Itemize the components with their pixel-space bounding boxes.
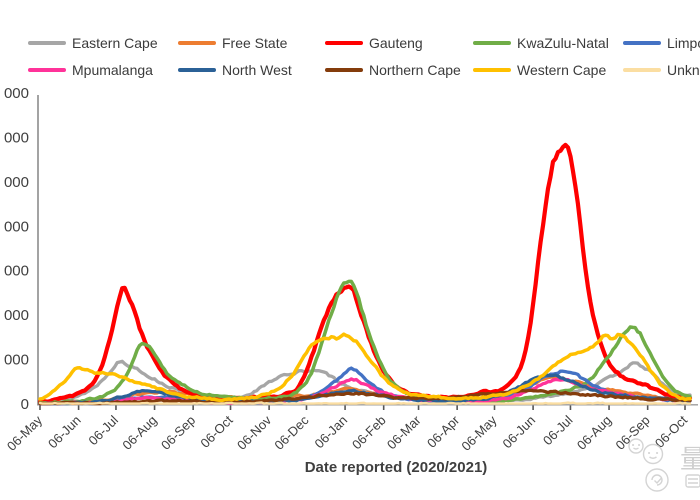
legend-label: Unknown bbox=[667, 62, 700, 78]
x-tick-label: 06-Apr bbox=[424, 412, 463, 451]
legend-swatch-western-cape bbox=[473, 67, 511, 73]
legend-swatch-unknown bbox=[623, 67, 661, 73]
x-tick-label: 06-Aug bbox=[119, 413, 159, 453]
legend-swatch-limpopo bbox=[623, 40, 661, 46]
legend-swatch-kwazulu-natal bbox=[473, 40, 511, 46]
watermark-face-large-icon bbox=[642, 443, 664, 465]
series-line-unknown bbox=[38, 401, 692, 405]
legend-item-free-state: Free State bbox=[178, 35, 287, 51]
x-axis-title: Date reported (2020/2021) bbox=[304, 459, 488, 476]
watermark-glyph: 量 bbox=[680, 444, 700, 474]
x-tick-label: 06-Jun bbox=[500, 413, 539, 452]
legend-item-northern-cape: Northern Cape bbox=[325, 62, 461, 78]
legend-label: Western Cape bbox=[517, 62, 607, 78]
legend-swatch-northern-cape bbox=[325, 67, 363, 73]
x-tick-label: 06-Dec bbox=[271, 412, 312, 453]
legend-swatch-mpumalanga bbox=[28, 67, 66, 73]
y-tick-label: 6 000 bbox=[0, 263, 29, 280]
x-tick-label: 06-Oct bbox=[197, 412, 235, 450]
legend-label: Eastern Cape bbox=[72, 35, 158, 51]
watermark: 量 bbox=[628, 438, 700, 492]
y-tick-label: 2 000 bbox=[0, 352, 29, 369]
x-tick-label: 06-Nov bbox=[234, 412, 275, 453]
series-line-northern-cape bbox=[38, 388, 692, 406]
x-tick-label: 06-Jul bbox=[85, 412, 121, 448]
legend-item-western-cape: Western Cape bbox=[473, 62, 606, 78]
series-line-gauteng bbox=[37, 142, 693, 404]
legend-swatch-eastern-cape bbox=[28, 40, 66, 46]
watermark-swirl-icon bbox=[645, 468, 669, 492]
x-tick-label: 06-Jun bbox=[45, 413, 84, 452]
legend-item-unknown: Unknown bbox=[623, 62, 700, 78]
legend-item-kwazulu-natal: KwaZulu-Natal bbox=[473, 35, 609, 51]
legend-label: Limpopo bbox=[667, 35, 700, 51]
x-tick-label: 06-Feb bbox=[349, 413, 389, 453]
y-tick-label: 0 bbox=[21, 396, 29, 413]
legend-item-gauteng: Gauteng bbox=[325, 35, 423, 51]
legend-label: Northern Cape bbox=[369, 62, 461, 78]
y-tick-label: 10 000 bbox=[0, 174, 29, 191]
x-tick-label: 06-May bbox=[4, 412, 46, 454]
legend-item-eastern-cape: Eastern Cape bbox=[28, 35, 158, 51]
legend-swatch-gauteng bbox=[325, 40, 363, 46]
series-line-western-cape bbox=[38, 332, 692, 403]
legend-item-limpopo: Limpopo bbox=[623, 35, 700, 51]
x-tick-label: 06-Aug bbox=[574, 413, 614, 453]
legend-item-north-west: North West bbox=[178, 62, 292, 78]
legend-label: North West bbox=[222, 62, 292, 78]
y-tick-label: 4 000 bbox=[0, 307, 29, 324]
x-tick-label: 06-May bbox=[458, 412, 500, 454]
y-tick-label: 12 000 bbox=[0, 129, 29, 146]
legend-swatch-free-state bbox=[178, 40, 216, 46]
x-tick-label: 06-Sep bbox=[158, 413, 198, 453]
legend-label: Mpumalanga bbox=[72, 62, 153, 78]
x-tick-label: 06-Mar bbox=[384, 412, 424, 452]
legend-label: Free State bbox=[222, 35, 288, 51]
x-tick-label: 06-Jan bbox=[311, 413, 350, 452]
series-line-eastern-cape bbox=[38, 359, 692, 405]
x-tick-label: 06-Jul bbox=[540, 412, 576, 448]
watermark-block bbox=[685, 474, 700, 488]
y-tick-label: 14 000 bbox=[0, 85, 29, 102]
legend-label: Gauteng bbox=[369, 35, 423, 51]
legend-swatch-north-west bbox=[178, 67, 216, 73]
legend-item-mpumalanga: Mpumalanga bbox=[28, 62, 153, 78]
y-tick-label: 8 000 bbox=[0, 218, 29, 235]
legend-label: KwaZulu-Natal bbox=[517, 35, 609, 51]
watermark-face-small-icon bbox=[628, 438, 644, 454]
